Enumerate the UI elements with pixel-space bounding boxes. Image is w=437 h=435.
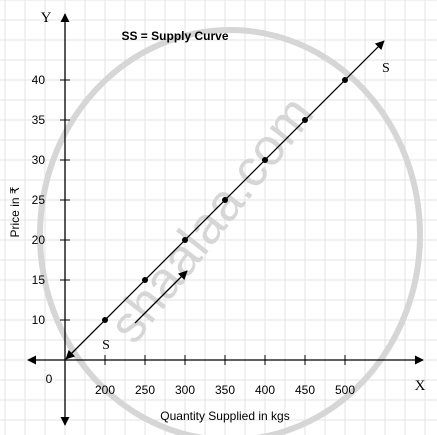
y-tick-label: 15 [32,273,46,287]
curve-label-start: S [102,338,110,353]
data-point [102,317,108,323]
origin-label: 0 [46,372,53,386]
data-point [222,197,228,203]
y-tick-label: 40 [32,73,46,87]
x-axis-label: Quantity Supplied in kgs [160,409,289,423]
watermark-ring [37,27,423,435]
curve-label-end: S [382,61,390,76]
y-tick-label: 30 [32,153,46,167]
data-point [302,117,308,123]
data-point [262,157,268,163]
x-axis-letter: X [415,378,426,394]
x-tick-label: 200 [95,383,115,397]
y-tick-label: 20 [32,233,46,247]
x-tick-label: 450 [295,383,315,397]
x-tick-label: 300 [175,383,195,397]
data-point [182,237,188,243]
y-axis-letter: Y [41,10,52,26]
data-point [142,277,148,283]
x-tick-label: 350 [215,383,235,397]
y-tick-label: 35 [32,113,46,127]
x-tick-label: 500 [335,383,355,397]
y-axis-label: Price in ₹ [8,186,22,237]
x-tick-label: 250 [135,383,155,397]
y-tick-label: 25 [32,193,46,207]
data-point [342,77,348,83]
supply-series [65,40,385,360]
chart-title: SS = Supply Curve [121,29,228,43]
movement-arrow [134,270,188,324]
x-tick-label: 400 [255,383,275,397]
ticks: 200 250 300 350 400 450 500 10 15 20 25 30 35 40 [32,73,356,397]
y-tick-label: 10 [32,313,46,327]
